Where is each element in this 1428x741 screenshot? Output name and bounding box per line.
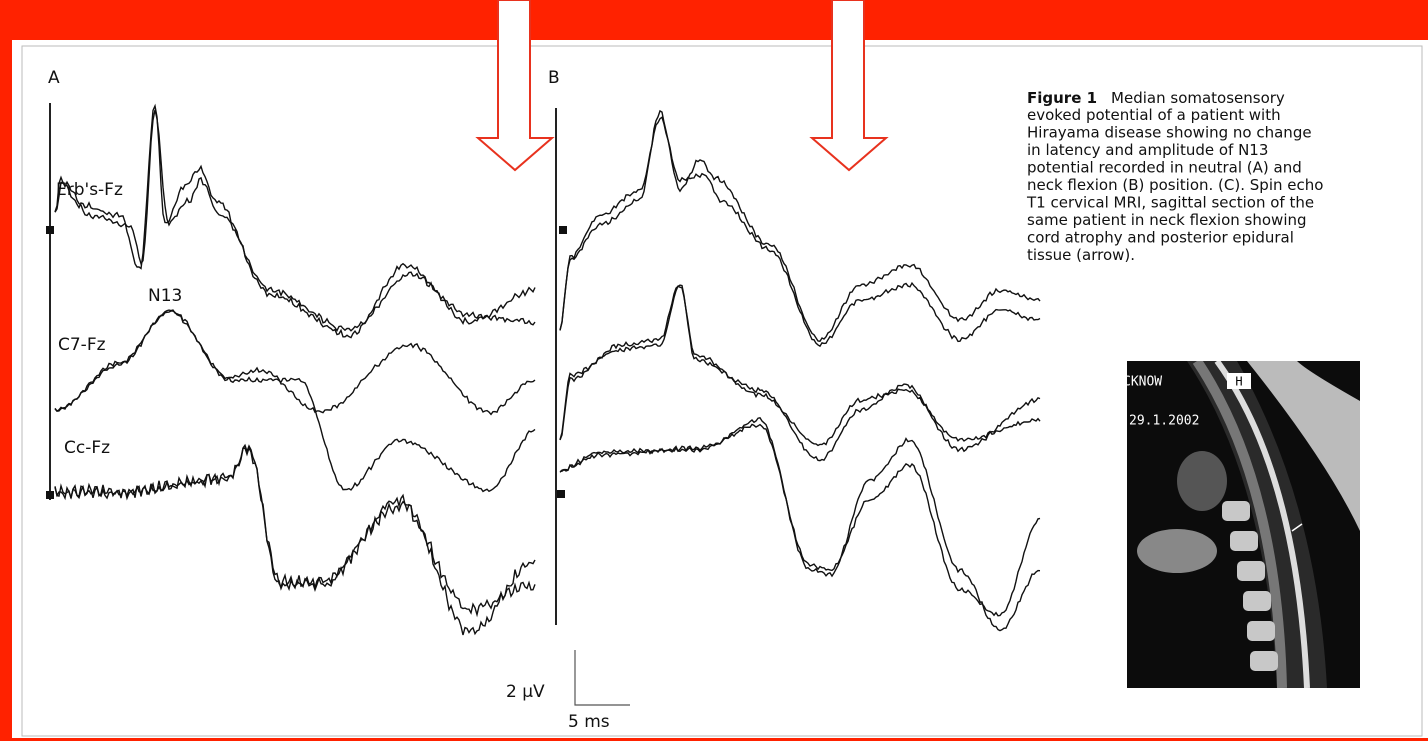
caption-line: potential recorded in neutral (A) and <box>1027 159 1302 177</box>
trace-label: Cc-Fz <box>64 438 110 458</box>
mri-date: 29.1.2002 <box>1129 414 1199 429</box>
annotation: N13 <box>148 286 182 306</box>
caption-line: tissue (arrow). <box>1027 246 1135 264</box>
trace-label: Erb's-Fz <box>56 180 123 200</box>
marker <box>46 226 54 234</box>
caption-line: evoked potential of a patient with <box>1027 106 1281 124</box>
panel-label: B <box>548 68 560 88</box>
scale-time: 5 ms <box>568 712 610 732</box>
marker <box>557 490 565 498</box>
mri-orientation: H <box>1235 375 1242 389</box>
caption-line: T1 cervical MRI, sagittal section of the <box>1026 194 1314 212</box>
scale-amplitude: 2 µV <box>506 682 545 702</box>
page: A B Erb's-Fz C7-Fz Cc-Fz N13 2 µV 5 ms F… <box>0 0 1428 741</box>
panel-label: A <box>48 68 60 88</box>
slide: A B Erb's-Fz C7-Fz Cc-Fz N13 2 µV 5 ms F… <box>0 0 1428 741</box>
caption-text: Median somatosensory <box>1111 89 1285 107</box>
caption-line: Figure 1 Median somatosensory <box>1027 89 1285 107</box>
mri-corner-text: CKNOW <box>1123 375 1162 390</box>
caption-label: Figure 1 <box>1027 89 1097 107</box>
caption-line: same patient in neck flexion showing <box>1027 211 1307 229</box>
mri-image: H CKNOW 29.1.2002 <box>1123 361 1360 688</box>
marker <box>559 226 567 234</box>
caption-line: cord atrophy and posterior epidural <box>1027 229 1294 247</box>
caption-line: Hirayama disease showing no change <box>1027 124 1312 142</box>
trace-label: C7-Fz <box>58 335 106 355</box>
caption-line: in latency and amplitude of N13 <box>1027 141 1268 159</box>
caption-line: neck flexion (B) position. (C). Spin ech… <box>1027 176 1323 194</box>
marker <box>46 491 54 499</box>
